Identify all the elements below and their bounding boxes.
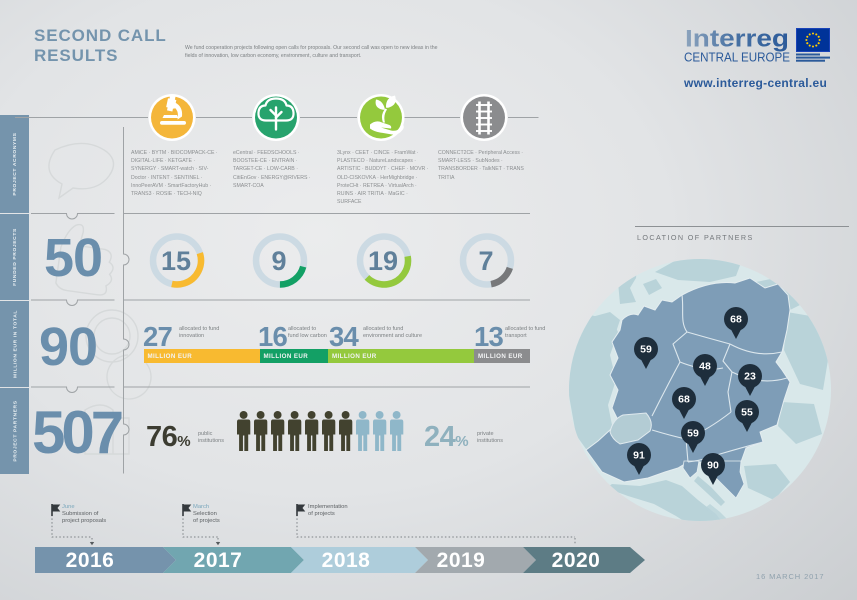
svg-text:Interreg: Interreg xyxy=(685,26,789,53)
svg-text:91: 91 xyxy=(633,450,645,462)
svg-text:7: 7 xyxy=(478,246,493,276)
svg-text:23: 23 xyxy=(744,371,756,383)
svg-text:19: 19 xyxy=(368,246,398,276)
svg-text:59: 59 xyxy=(640,344,652,356)
svg-text:55: 55 xyxy=(741,407,753,419)
svg-text:LOCATION OF PARTNERS: LOCATION OF PARTNERS xyxy=(637,233,754,242)
svg-text:90: 90 xyxy=(707,460,719,472)
svg-text:68: 68 xyxy=(730,314,742,326)
svg-text:CENTRAL EUROPE: CENTRAL EUROPE xyxy=(684,50,790,65)
svg-text:59: 59 xyxy=(687,428,699,440)
svg-text:9: 9 xyxy=(271,246,286,276)
svg-text:48: 48 xyxy=(699,361,711,373)
svg-text:15: 15 xyxy=(161,246,191,276)
svg-text:68: 68 xyxy=(678,394,690,406)
